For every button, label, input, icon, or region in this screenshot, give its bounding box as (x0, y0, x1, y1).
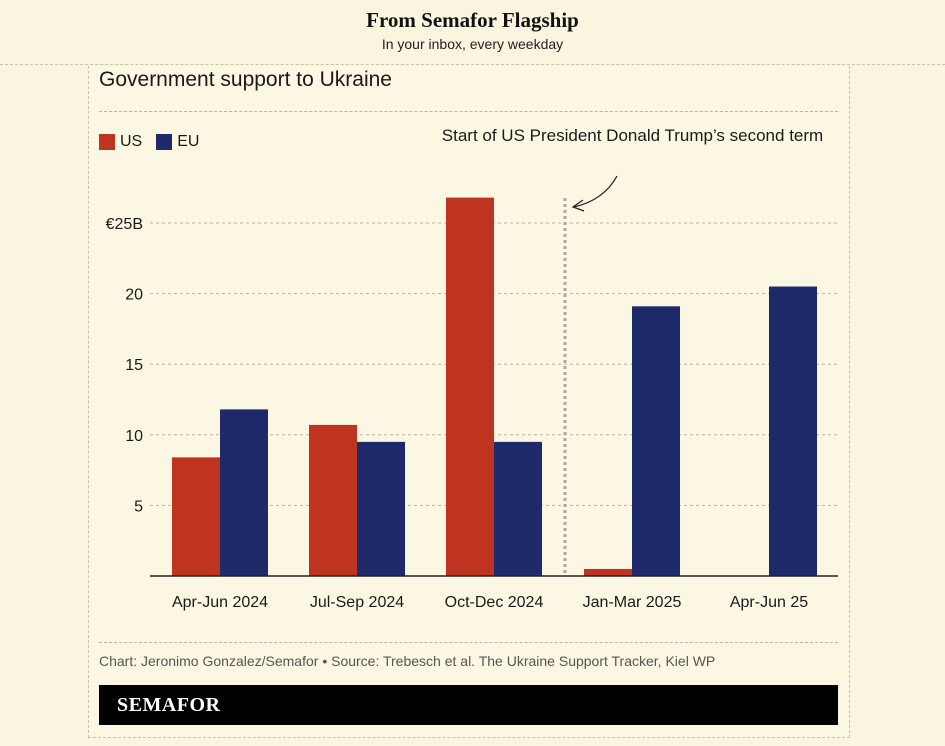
chart-source: Chart: Jeronimo Gonzalez/Semafor • Sourc… (99, 653, 716, 669)
annotation-arrowhead (571, 199, 585, 212)
newsletter-subtitle: In your inbox, every weekday (381, 36, 564, 52)
legend-swatch-eu (156, 134, 173, 150)
bar-us (446, 197, 494, 577)
footer-divider (99, 642, 838, 643)
x-tick-label: Jul-Sep 2024 (310, 594, 404, 611)
legend-item-us: US (99, 133, 142, 151)
x-tick-label: Apr-Jun 2024 (172, 594, 268, 611)
y-tick-label: 20 (125, 287, 143, 304)
x-tick-label: Jan-Mar 2025 (583, 594, 682, 611)
chart-annotation: Start of US President Donald Trump’s sec… (441, 126, 824, 145)
x-tick-label: Oct-Dec 2024 (445, 594, 544, 611)
bar-us (172, 457, 220, 576)
chart-title: Government support to Ukraine (99, 68, 392, 91)
annotation-arrow (573, 175, 618, 208)
legend-swatch-us (99, 134, 115, 150)
bar-us (584, 568, 632, 576)
bar-eu (769, 286, 817, 576)
title-divider (99, 111, 838, 112)
bar-eu (220, 409, 268, 576)
bar-eu (357, 441, 405, 576)
y-tick-label: €25B (106, 216, 143, 233)
chart-legend: US EU (99, 133, 213, 151)
x-tick-label: Apr-Jun 25 (730, 594, 808, 611)
bar-eu (494, 441, 542, 576)
newsletter-header: From Semafor Flagship In your inbox, eve… (0, 0, 945, 64)
newsletter-title: From Semafor Flagship (366, 8, 579, 32)
y-tick-label: 10 (125, 428, 143, 445)
legend-item-eu: EU (156, 133, 199, 151)
y-tick-label: 5 (134, 498, 143, 515)
y-tick-label: 15 (125, 357, 143, 374)
legend-label-us: US (120, 133, 143, 150)
bar-us (309, 424, 357, 576)
brand-logo: SEMAFOR (117, 694, 221, 716)
header-divider (0, 64, 945, 65)
legend-label-eu: EU (177, 133, 200, 150)
brand-bar: SEMAFOR (99, 685, 838, 725)
bar-eu (632, 306, 680, 576)
